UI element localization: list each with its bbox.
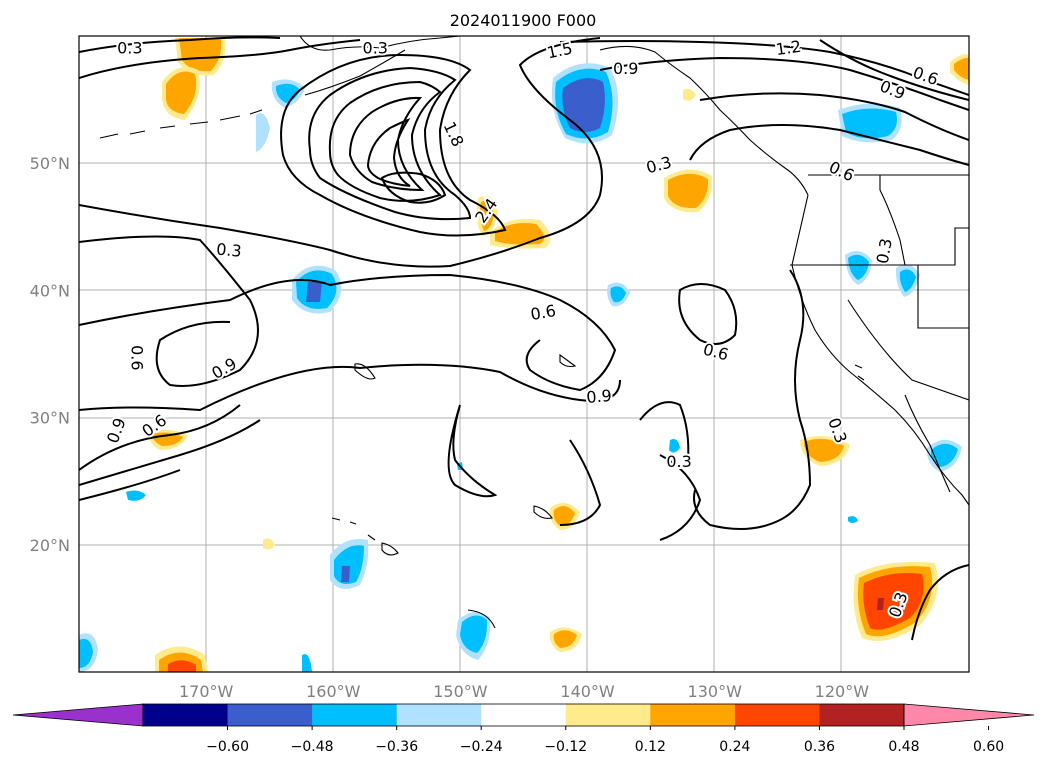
- colorbar-segment: [734, 704, 820, 726]
- colorbar-tick-label: 0.12: [635, 739, 666, 755]
- contour-label: 1.2: [775, 37, 803, 59]
- longitude-label: 140°W: [560, 682, 615, 701]
- map-panel: 0.3 0.3 1.5 1.20.9 0.60.91.80.60.32.40.3 0.30…: [79, 36, 969, 672]
- latitude-label: 50°N: [30, 154, 70, 173]
- colorbar-segment: [565, 704, 651, 726]
- longitude-label: 120°W: [815, 682, 870, 701]
- colorbar-segment: [650, 704, 736, 726]
- latitude-label: 30°N: [30, 409, 70, 428]
- latitude-labels: 50°N 40°N 30°N 20°N: [30, 154, 70, 555]
- contour-label: 0.9: [613, 59, 638, 78]
- positive-anomaly-patches: [148, 38, 969, 672]
- colorbar-segment: [312, 704, 398, 726]
- coastlines: [99, 36, 969, 629]
- latitude-label: 20°N: [30, 536, 70, 555]
- colorbar-segment: [396, 704, 482, 726]
- latitude-label: 40°N: [30, 281, 70, 300]
- graticule: [79, 36, 969, 672]
- contour-label: 0.6: [127, 345, 146, 370]
- contour-label: 0.9: [586, 386, 613, 407]
- map-title: 2024011900 F000: [450, 11, 597, 30]
- colorbar-tick-label: −0.12: [544, 739, 587, 755]
- colorbar-tick-label: −0.48: [291, 739, 334, 755]
- longitude-label: 130°W: [688, 682, 743, 701]
- colorbar-tick-label: 0.48: [888, 739, 919, 755]
- colorbar-tick-label: −0.60: [206, 739, 249, 755]
- colorbar-tick-label: −0.36: [375, 739, 418, 755]
- colorbar-tick-label: 0.36: [804, 739, 835, 755]
- contour-lines: [79, 36, 969, 641]
- longitude-labels: 170°W 160°W 150°W 140°W 130°W 120°W: [179, 682, 869, 701]
- contour-label: 0.3: [117, 38, 142, 57]
- contour-label: 0.6: [529, 301, 557, 324]
- colorbar-segment: [227, 704, 313, 726]
- colorbar-extend-max: [903, 703, 1035, 727]
- longitude-label: 170°W: [179, 682, 234, 701]
- colorbar: −0.60 −0.48 −0.36 −0.24 −0.12 0.12 0.24 0.36 0.4…: [12, 703, 1035, 755]
- colorbar-segment: [143, 704, 229, 726]
- low-pressure-contours: [280, 53, 507, 237]
- colorbar-segment: [481, 704, 567, 726]
- colorbar-tick-label: 0.60: [973, 739, 1004, 755]
- colorbar-frame: [142, 703, 905, 727]
- colorbar-tick-label: −0.24: [460, 739, 503, 755]
- negative-anomaly-patches: [79, 63, 962, 672]
- shaded-anomalies: [79, 38, 969, 672]
- longitude-label: 160°W: [306, 682, 361, 701]
- colorbar-segment: [819, 704, 905, 726]
- longitude-label: 150°W: [433, 682, 488, 701]
- colorbar-tick-label: 0.24: [719, 739, 750, 755]
- colorbar-extend-min: [12, 703, 144, 727]
- contour-label: 0.3: [215, 240, 242, 261]
- map-frame: [78, 35, 970, 673]
- contour-label: 0.3: [666, 452, 691, 471]
- contour-label: 0.3: [363, 38, 388, 57]
